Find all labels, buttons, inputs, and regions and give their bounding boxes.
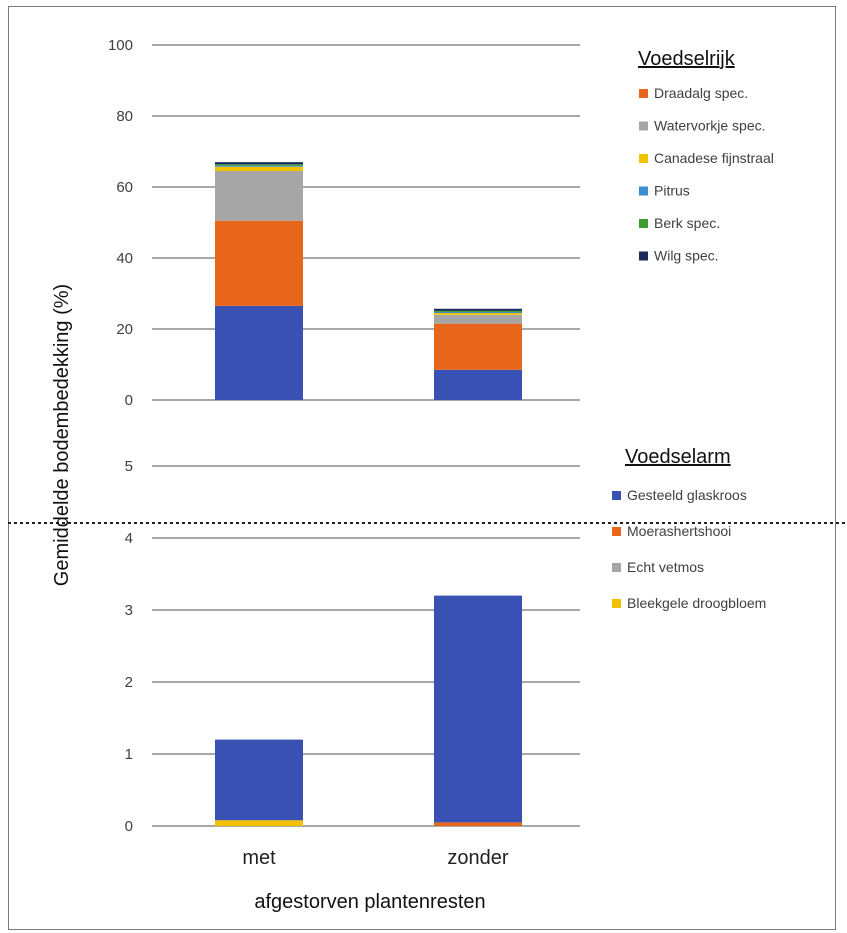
legend-swatch-wilg-spec-	[639, 251, 648, 261]
legend-label-bleekgele-droogbloem: Bleekgele droogbloem	[627, 595, 766, 611]
y-tick-lower-2: 2	[125, 674, 133, 691]
legend-label-watervorkje-spec-: Watervorkje spec.	[654, 118, 766, 134]
upper-bar-met-pitrus	[215, 165, 303, 167]
legend-label-draadalg-spec-: Draadalg spec.	[654, 85, 748, 101]
chart-frame	[8, 6, 836, 930]
y-tick-upper-60: 60	[116, 179, 133, 196]
lower-bar-zonder-gesteeld-glaskroos	[434, 595, 522, 823]
upper-bar-met-draadalg-spec-	[215, 220, 303, 306]
legend-swatch-moerashertshooi	[612, 527, 621, 536]
bars-lower	[215, 595, 522, 826]
legend-voedselrijk: Draadalg spec. Watervorkje spec. Canadese …	[639, 85, 774, 264]
legend-voedselarm: Gesteeld glaskroos Moerashertshooi Echt ve…	[612, 487, 766, 611]
legend-swatch-canadese-fijnstraal	[639, 154, 648, 163]
upper-bar-met-wilg-spec-	[215, 162, 303, 165]
upper-bar-zonder-wilg-spec-	[434, 308, 522, 311]
y-tick-lower-0: 0	[125, 818, 133, 835]
lower-bar-met-gesteeld-glaskroos	[215, 739, 303, 821]
legend-swatch-gesteeld-glaskroos	[612, 491, 621, 500]
upper-bar-zonder-watervorkje-spec-	[434, 314, 522, 324]
upper-bar-met-canadese-fijnstraal	[215, 166, 303, 172]
tick-labels: 0 20 40 60 80 100 0 1 2 3 4 5	[108, 37, 133, 835]
legend-swatch-bleekgele-droogbloem	[612, 599, 621, 608]
legend-label-canadese-fijnstraal: Canadese fijnstraal	[654, 150, 774, 166]
y-tick-upper-40: 40	[116, 250, 133, 267]
upper-bar-met-watervorkje-spec-	[215, 171, 303, 221]
legend-label-wilg-spec-: Wilg spec.	[654, 248, 719, 264]
lower-bar-met-bleekgele-droogbloem	[215, 820, 303, 826]
upper-bar-met-berk-spec-	[215, 164, 303, 166]
y-tick-lower-5: 5	[125, 458, 133, 475]
y-tick-lower-3: 3	[125, 602, 133, 619]
legend-swatch-draadalg-spec-	[639, 89, 648, 98]
upper-bar-zonder-draadalg-spec-	[434, 323, 522, 370]
upper-bar-zonder-canadese-fijnstraal	[434, 313, 522, 315]
legend-title-voedselarm: Voedselarm	[625, 446, 731, 468]
legend-title-voedselrijk: Voedselrijk	[638, 48, 736, 70]
y-tick-lower-1: 1	[125, 746, 133, 763]
upper-bar-zonder-pitrus	[434, 311, 522, 314]
legend-label-moerashertshooi: Moerashertshooi	[627, 523, 731, 539]
legend-swatch-berk-spec-	[639, 219, 648, 228]
x-axis-title: afgestorven plantenresten	[254, 891, 485, 913]
legend-swatch-echt-vetmos	[612, 563, 621, 572]
y-axis-title: Gemiddelde bodembedekking (%)	[51, 284, 73, 586]
category-label-zonder: zonder	[447, 847, 508, 869]
y-tick-upper-100: 100	[108, 37, 133, 54]
lower-bar-zonder-moerashertshooi	[434, 822, 522, 826]
legend-label-berk-spec-: Berk spec.	[654, 215, 720, 231]
y-tick-upper-0: 0	[125, 392, 133, 409]
upper-bar-zonder-berk-spec-	[434, 310, 522, 312]
category-label-met: met	[242, 847, 276, 869]
bars-upper	[215, 162, 522, 400]
legend-swatch-watervorkje-spec-	[639, 121, 648, 131]
legend-label-echt-vetmos: Echt vetmos	[627, 559, 704, 575]
upper-bar-met-gesteeld-glaskroos	[215, 305, 303, 400]
legend-swatch-pitrus	[639, 186, 648, 196]
y-tick-upper-80: 80	[116, 108, 133, 125]
legend-label-pitrus: Pitrus	[654, 183, 690, 199]
y-tick-lower-4: 4	[125, 530, 133, 547]
legend-label-gesteeld-glaskroos: Gesteeld glaskroos	[627, 487, 747, 503]
y-tick-upper-20: 20	[116, 321, 133, 338]
upper-bar-zonder-gesteeld-glaskroos	[434, 369, 522, 400]
